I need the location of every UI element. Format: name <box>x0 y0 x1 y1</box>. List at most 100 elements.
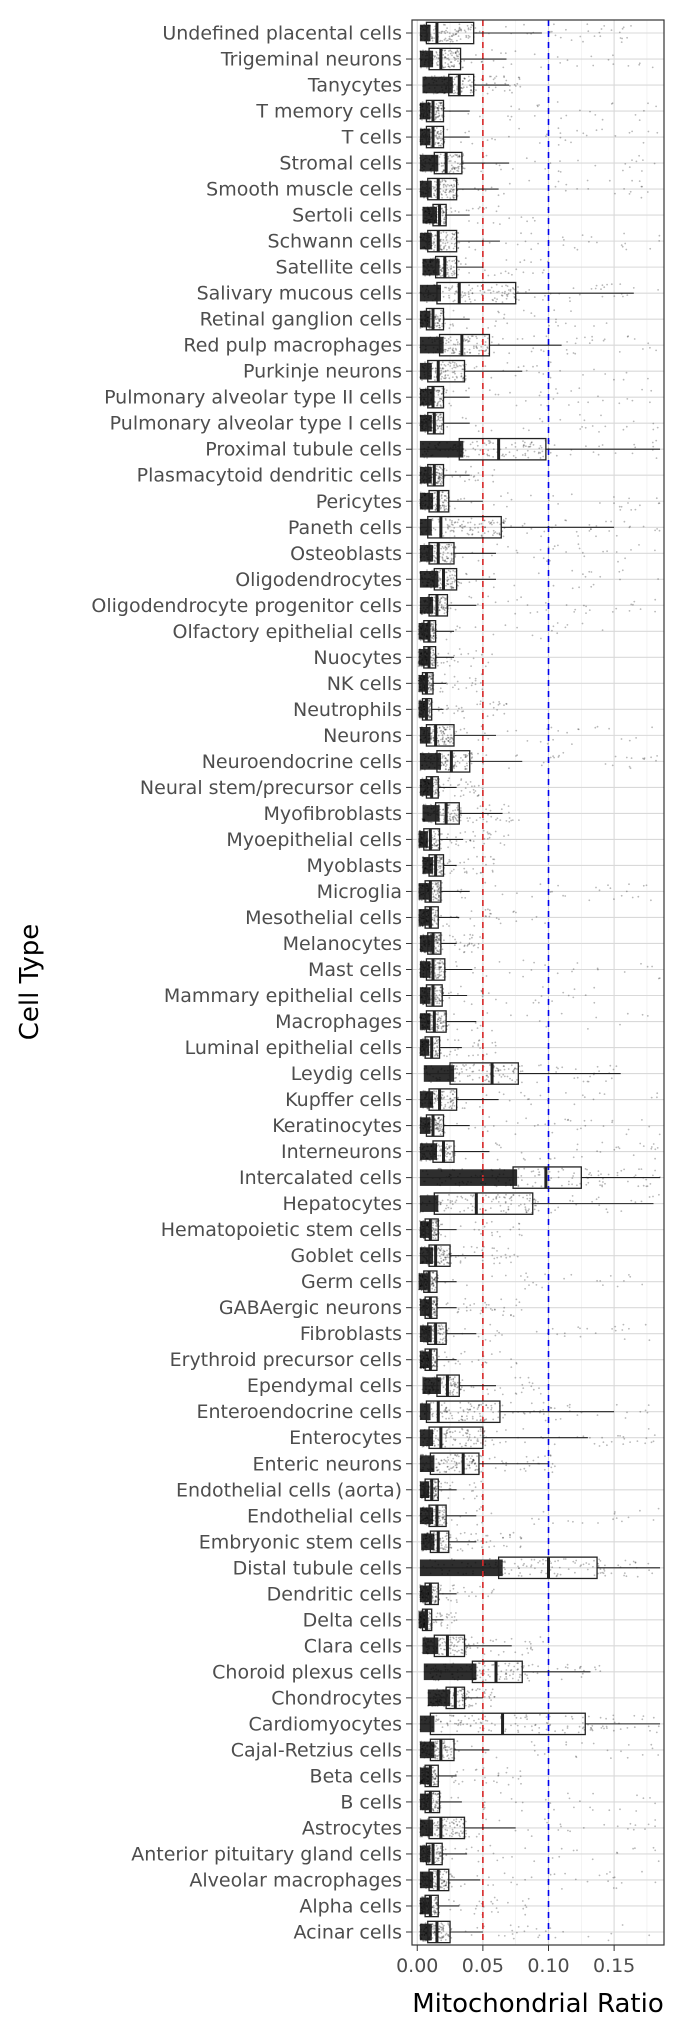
data-point <box>438 320 441 322</box>
data-point <box>436 205 439 208</box>
data-point <box>507 115 509 117</box>
data-point <box>446 923 448 925</box>
data-point <box>442 606 445 609</box>
data-point <box>450 553 453 556</box>
data-point <box>643 757 646 759</box>
data-point <box>625 248 628 251</box>
data-point <box>454 470 457 473</box>
data-point <box>504 520 506 523</box>
data-point <box>475 365 478 368</box>
data-point <box>468 387 470 390</box>
data-point <box>438 135 441 138</box>
data-point <box>632 287 635 289</box>
data-point <box>433 661 436 663</box>
data-point <box>451 35 453 37</box>
data-point <box>492 290 495 293</box>
data-point <box>493 532 495 535</box>
data-point <box>621 245 624 248</box>
data-point <box>433 550 436 553</box>
data-point <box>432 29 435 31</box>
data-point <box>494 885 497 887</box>
data-point <box>655 457 658 459</box>
data-point <box>460 582 463 585</box>
data-point <box>438 743 440 746</box>
data-point <box>611 611 614 613</box>
data-point <box>486 92 489 95</box>
data-point <box>467 820 469 822</box>
data-point <box>438 101 441 104</box>
data-point <box>440 363 443 366</box>
data-point <box>431 630 434 633</box>
data-point <box>502 66 505 69</box>
data-point <box>459 832 462 834</box>
data-point <box>442 170 445 173</box>
data-point <box>477 430 480 433</box>
data-point <box>451 65 454 67</box>
data-point <box>435 839 438 842</box>
data-point <box>526 740 529 742</box>
data-point <box>433 376 436 378</box>
data-point <box>470 596 473 599</box>
data-point <box>522 427 525 430</box>
data-point <box>452 166 454 169</box>
data-point <box>442 783 445 786</box>
data-point <box>579 109 581 112</box>
data-point <box>533 115 536 117</box>
data-point <box>468 130 470 133</box>
data-point <box>467 858 470 861</box>
data-point <box>531 634 534 637</box>
data-point <box>443 509 446 512</box>
data-point <box>466 24 469 27</box>
data-point <box>444 597 446 600</box>
data-point <box>433 249 435 252</box>
data-point <box>470 474 472 477</box>
data-point <box>439 39 442 42</box>
data-point <box>462 710 465 713</box>
data-point <box>602 399 604 402</box>
data-point <box>447 287 450 290</box>
data-point <box>435 56 438 59</box>
data-point <box>445 505 447 508</box>
data-point <box>475 89 477 91</box>
data-point <box>460 789 463 792</box>
data-point <box>449 819 452 822</box>
data-point <box>652 422 655 425</box>
data-point <box>446 196 449 199</box>
data-point <box>427 688 430 691</box>
data-point <box>452 577 455 579</box>
data-point <box>436 315 439 318</box>
data-point <box>464 263 467 266</box>
data-point <box>475 580 478 582</box>
data-point <box>618 31 621 34</box>
data-point <box>545 135 547 138</box>
data-point <box>581 234 584 237</box>
data-point <box>441 101 443 104</box>
data-point <box>465 389 467 392</box>
data-point <box>482 829 485 832</box>
data-point <box>430 636 433 639</box>
data-point <box>518 127 520 130</box>
data-point <box>448 245 450 248</box>
data-point <box>439 181 442 184</box>
data-point <box>464 292 466 294</box>
data-point <box>564 322 567 325</box>
data-point <box>491 554 493 557</box>
data-point <box>650 389 653 392</box>
data-point <box>573 611 576 613</box>
data-point <box>496 543 499 546</box>
data-point <box>448 817 451 820</box>
data-point <box>488 915 491 918</box>
data-point <box>499 842 502 844</box>
data-point <box>470 89 473 92</box>
data-point <box>450 521 453 524</box>
data-point <box>612 54 614 57</box>
data-point <box>447 63 449 66</box>
data-point <box>443 56 446 59</box>
data-point <box>446 426 449 428</box>
data-point <box>487 289 490 292</box>
data-point <box>437 734 440 737</box>
data-point <box>494 601 497 604</box>
data-point <box>520 232 522 235</box>
data-point <box>442 242 444 244</box>
data-point <box>555 321 557 323</box>
